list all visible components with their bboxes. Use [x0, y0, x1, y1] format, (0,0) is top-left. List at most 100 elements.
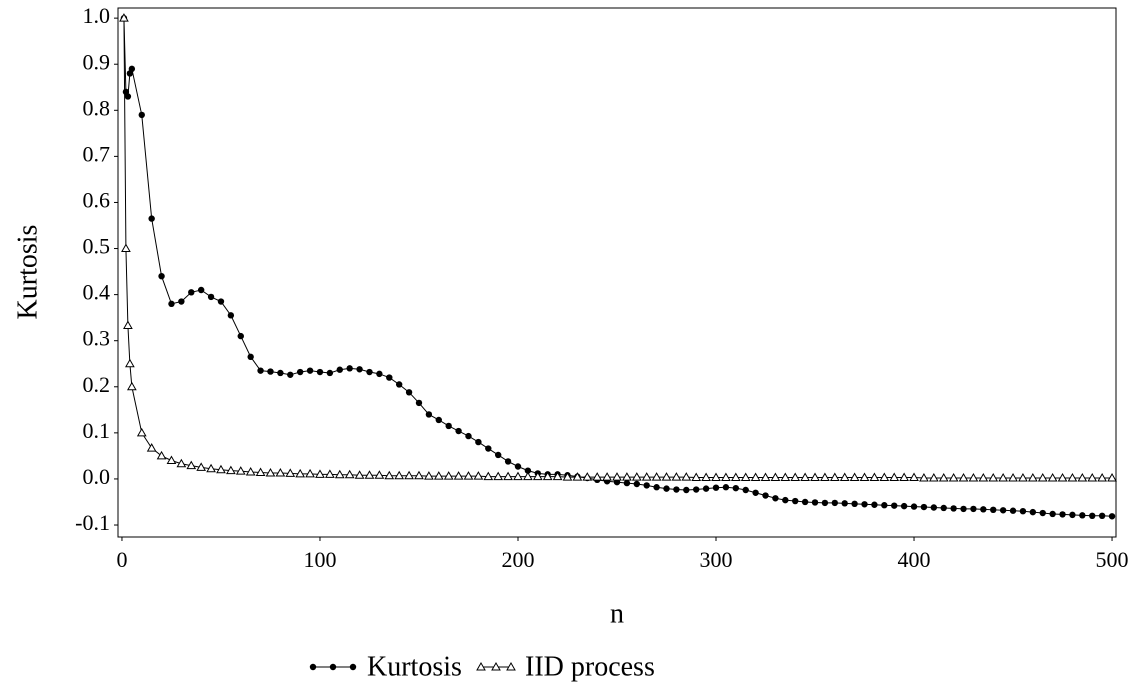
- x-tick-label: 300: [700, 547, 733, 572]
- data-point: [633, 480, 641, 488]
- data-point: [394, 470, 405, 480]
- data-point: [1029, 508, 1037, 516]
- data-point: [453, 471, 464, 480]
- data-point: [158, 272, 165, 280]
- data-point: [356, 366, 363, 373]
- data-point: [1057, 473, 1068, 482]
- data-point: [1018, 473, 1028, 482]
- data-point: [871, 501, 878, 508]
- data-point: [237, 332, 244, 340]
- data-point: [354, 470, 365, 479]
- data-point: [760, 472, 771, 482]
- data-point: [247, 353, 254, 361]
- data-point: [1089, 512, 1096, 520]
- data-point: [1077, 473, 1088, 482]
- data-point: [820, 472, 830, 482]
- data-point: [126, 381, 137, 391]
- data-point: [990, 506, 997, 514]
- data-point: [473, 471, 484, 480]
- data-point: [1069, 511, 1076, 519]
- data-point: [641, 472, 652, 481]
- data-point: [287, 371, 294, 378]
- data-point: [762, 492, 769, 499]
- data-point: [750, 472, 761, 482]
- data-point: [414, 470, 424, 480]
- data-point: [123, 320, 133, 329]
- data-point: [206, 463, 216, 473]
- data-point: [325, 469, 335, 478]
- y-tick-label: 0.0: [83, 464, 111, 489]
- data-point: [651, 472, 662, 481]
- data-point: [810, 472, 820, 482]
- data-point: [326, 369, 334, 377]
- data-point: [207, 293, 215, 301]
- data-point: [889, 472, 900, 482]
- data-point: [188, 289, 195, 296]
- data-point: [455, 427, 462, 435]
- data-point: [1039, 509, 1046, 517]
- data-point: [493, 471, 504, 481]
- data-point: [552, 471, 563, 481]
- data-point: [415, 399, 423, 407]
- data-point: [366, 368, 373, 376]
- data-point: [435, 416, 442, 424]
- data-point: [255, 467, 266, 476]
- data-point: [978, 473, 989, 482]
- data-point: [494, 451, 502, 459]
- data-point: [168, 300, 175, 308]
- y-tick-label: 0.4: [83, 280, 111, 305]
- legend-marker: [491, 661, 501, 671]
- x-tick-label: 0: [116, 547, 127, 572]
- data-point: [938, 473, 949, 482]
- data-point: [721, 472, 731, 482]
- data-point: [801, 498, 809, 506]
- data-point: [661, 472, 672, 481]
- x-tick-label: 500: [1096, 547, 1129, 572]
- data-point: [960, 505, 967, 513]
- data-point: [752, 489, 759, 496]
- data-point: [998, 473, 1008, 482]
- data-point: [226, 465, 236, 475]
- data-point: [702, 485, 710, 492]
- data-point: [899, 472, 909, 482]
- data-point: [1067, 473, 1078, 482]
- data-point: [532, 471, 543, 481]
- data-point: [121, 243, 131, 253]
- data-point: [196, 462, 207, 471]
- data-point: [958, 473, 969, 482]
- data-point: [148, 215, 155, 222]
- y-tick-label: 0.8: [83, 95, 111, 120]
- x-tick-label: 100: [303, 547, 336, 572]
- data-point: [275, 467, 286, 477]
- data-point: [970, 505, 977, 513]
- data-point: [740, 472, 751, 482]
- data-point: [1087, 473, 1098, 482]
- y-tick-label: 1.0: [83, 3, 111, 28]
- data-point: [404, 470, 414, 480]
- data-point: [693, 486, 700, 493]
- legend-marker: [329, 663, 337, 671]
- data-point: [562, 472, 573, 481]
- data-point: [227, 312, 235, 319]
- data-point: [948, 473, 959, 482]
- data-point: [821, 499, 829, 507]
- data-point: [503, 471, 513, 481]
- y-tick-label: 0.3: [83, 326, 111, 351]
- data-point: [514, 463, 522, 470]
- data-point: [881, 502, 888, 509]
- data-point: [572, 472, 583, 481]
- data-point: [344, 469, 355, 479]
- data-point: [790, 472, 801, 482]
- data-point: [1108, 513, 1116, 520]
- data-point: [166, 455, 177, 465]
- data-point: [711, 472, 721, 482]
- data-point: [346, 365, 353, 372]
- data-point: [315, 469, 325, 478]
- data-point: [336, 366, 343, 373]
- data-point: [305, 468, 315, 478]
- data-point: [988, 473, 999, 482]
- data-point: [910, 503, 918, 510]
- data-point: [1019, 507, 1027, 515]
- data-point: [879, 472, 890, 482]
- y-tick-label: 0.1: [83, 418, 111, 443]
